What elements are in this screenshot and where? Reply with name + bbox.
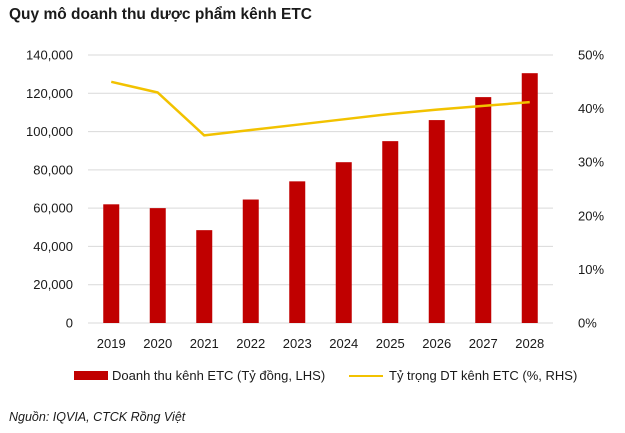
legend-item-bar: Doanh thu kênh ETC (Tỷ đồng, LHS): [74, 368, 325, 383]
bar-2020: [149, 208, 166, 323]
bar-series: [103, 73, 538, 323]
bar-2027: [475, 97, 492, 323]
left-tick-label: 120,000: [26, 86, 73, 101]
x-tick-label: 2023: [283, 336, 312, 351]
line-series: [110, 80, 530, 137]
x-tick-label: 2025: [376, 336, 405, 351]
x-tick-label: 2020: [143, 336, 172, 351]
x-axis-ticks: 2019 2020 2021 2022 2023 2024 2025 2026 2027 2028: [97, 336, 544, 351]
bar-2024: [335, 162, 352, 323]
right-tick-label: 40%: [578, 101, 604, 116]
left-tick-label: 40,000: [33, 239, 73, 254]
bar-2028: [521, 73, 538, 323]
x-tick-label: 2026: [422, 336, 451, 351]
share-line: [110, 80, 530, 137]
x-tick-label: 2021: [190, 336, 219, 351]
right-tick-label: 50%: [578, 48, 604, 63]
x-tick-label: 2019: [97, 336, 126, 351]
right-axis-ticks: 0% 10% 20% 30% 40% 50%: [578, 48, 604, 331]
x-tick-label: 2024: [329, 336, 358, 351]
bar-2025: [382, 141, 399, 323]
chart-title: Quy mô doanh thu dược phẩm kênh ETC: [9, 6, 312, 23]
left-tick-label: 20,000: [33, 277, 73, 292]
left-tick-label: 100,000: [26, 124, 73, 139]
source-note: Nguồn: IQVIA, CTCK Rồng Việt: [9, 410, 186, 424]
left-tick-label: 0: [66, 316, 73, 331]
left-tick-label: 140,000: [26, 48, 73, 63]
bar-2023: [289, 181, 306, 323]
legend: Doanh thu kênh ETC (Tỷ đồng, LHS) Tỷ trọ…: [0, 368, 625, 386]
left-axis-ticks: 0 20,000 40,000 60,000 80,000 100,000 120,000 1…: [26, 48, 73, 331]
legend-item-line: Tỷ trọng DT kênh ETC (%, RHS): [349, 368, 577, 383]
right-tick-label: 10%: [578, 262, 604, 277]
bar-2026: [428, 120, 445, 323]
legend-swatch-line: [349, 374, 383, 377]
legend-label-line: Tỷ trọng DT kênh ETC (%, RHS): [389, 368, 578, 383]
legend-swatch-bar: [74, 371, 108, 380]
bar-2021: [196, 230, 213, 323]
chart: 0 20,000 40,000 60,000 80,000 100,000 120,000 1…: [26, 48, 604, 352]
x-tick-label: 2022: [236, 336, 265, 351]
left-tick-label: 80,000: [33, 162, 73, 177]
x-tick-label: 2027: [469, 336, 498, 351]
right-tick-label: 20%: [578, 208, 604, 223]
left-tick-label: 60,000: [33, 201, 73, 216]
bar-2019: [103, 204, 120, 323]
right-tick-label: 0%: [578, 316, 597, 331]
x-tick-label: 2028: [515, 336, 544, 351]
bar-2022: [242, 199, 259, 323]
right-tick-label: 30%: [578, 155, 604, 170]
legend-label-bar: Doanh thu kênh ETC (Tỷ đồng, LHS): [112, 368, 326, 383]
